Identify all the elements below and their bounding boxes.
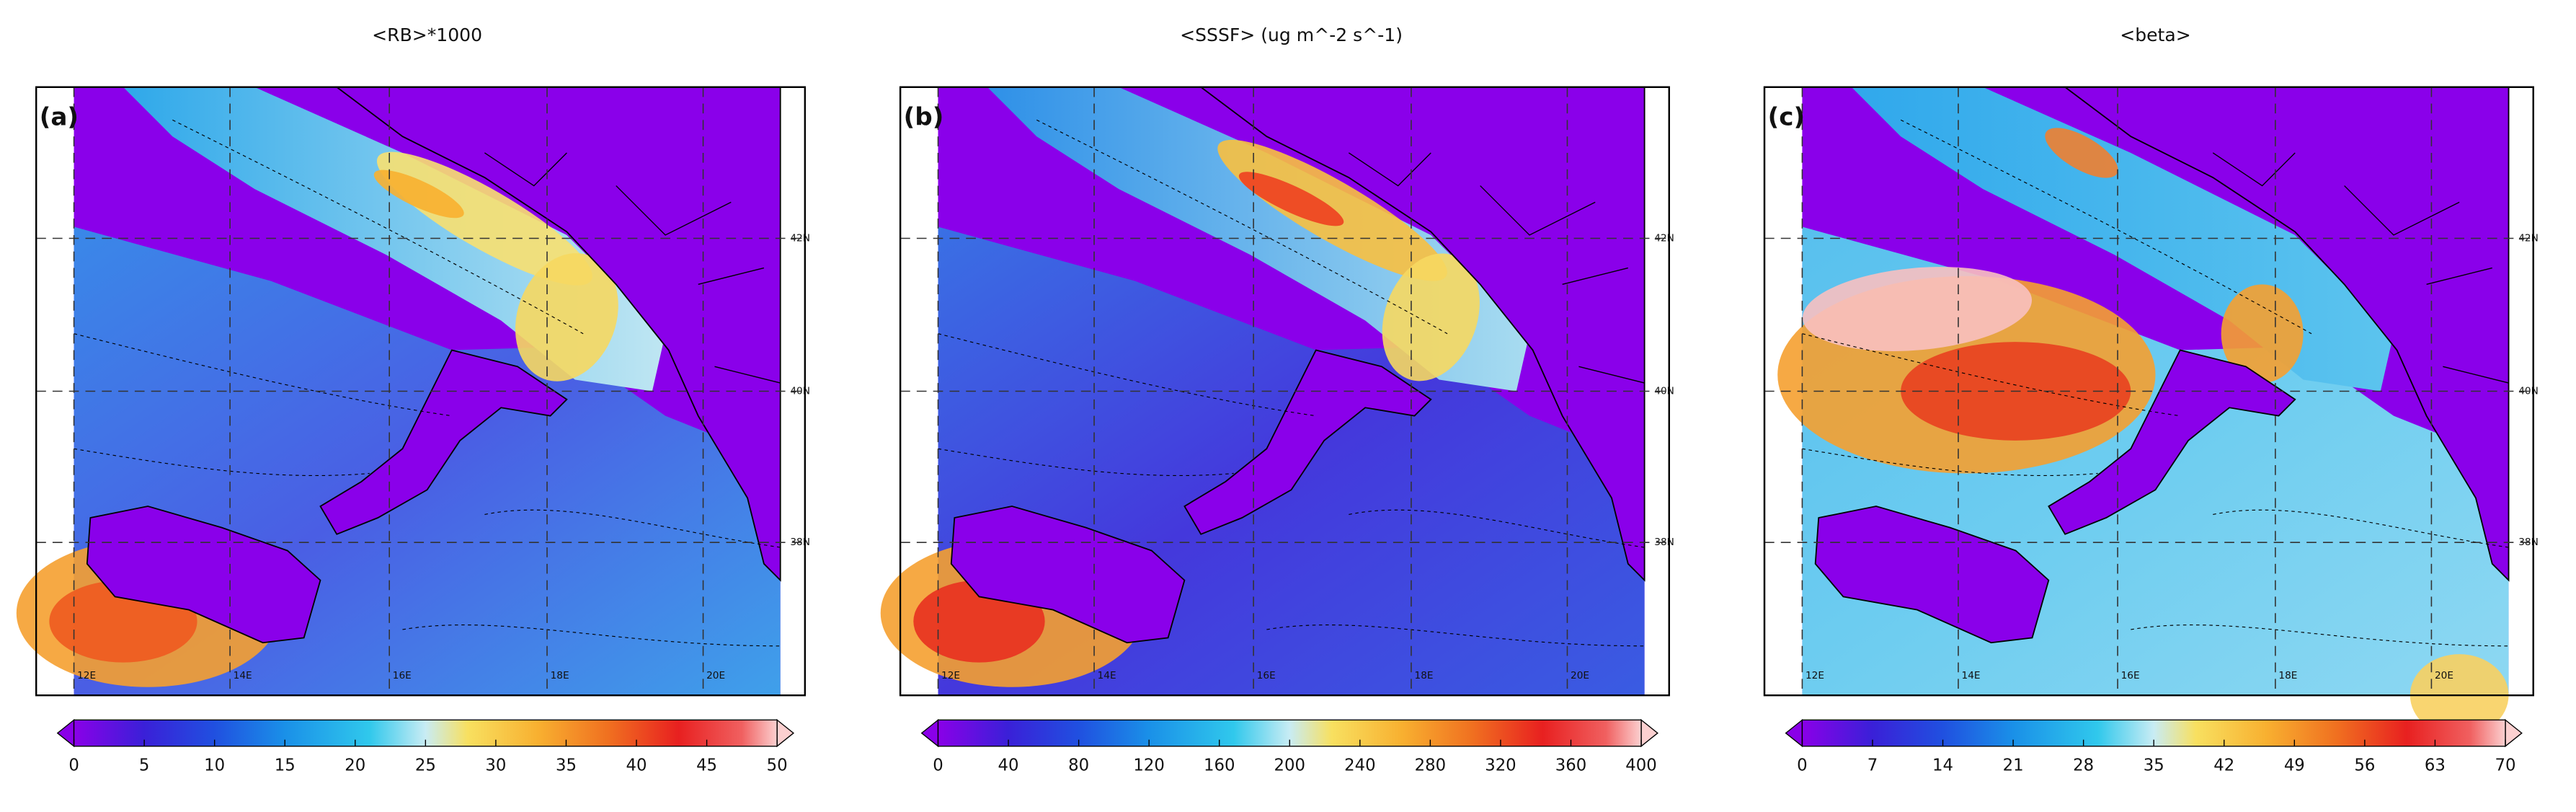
balkans bbox=[2063, 86, 2510, 582]
value-patch bbox=[1382, 253, 1480, 381]
colorbar-tick-label: 70 bbox=[2495, 756, 2515, 775]
colorbar-tick-label: 40 bbox=[998, 756, 1019, 775]
colorbar-max-arrow bbox=[2505, 718, 2523, 748]
italy-toe bbox=[2048, 349, 2296, 535]
colorbar-tick-label: 120 bbox=[1133, 756, 1164, 775]
colorbar-tick-label: 49 bbox=[2284, 756, 2305, 775]
colorbar-tick-label: 28 bbox=[2073, 756, 2094, 775]
colorbar-min-arrow bbox=[1785, 718, 1803, 748]
panel-title: <beta> bbox=[2120, 25, 2191, 45]
lon-label: 18E bbox=[1415, 670, 1434, 681]
colorbar-tick-label: 360 bbox=[1555, 756, 1586, 775]
value-patch bbox=[1238, 172, 1344, 226]
colorbar-max-arrow bbox=[776, 718, 795, 748]
lon-label: 14E bbox=[234, 670, 252, 681]
sicily bbox=[86, 506, 321, 644]
value-patch bbox=[1802, 267, 2033, 351]
colorbar-tick-label: 15 bbox=[275, 756, 296, 775]
country-borders bbox=[1348, 152, 1645, 384]
value-patch bbox=[2045, 128, 2118, 178]
colorbar-tick-label: 400 bbox=[1625, 756, 1656, 775]
colorbar-min-arrow bbox=[920, 718, 939, 748]
balkans bbox=[1199, 86, 1645, 582]
colorbar-tick-label: 35 bbox=[556, 756, 577, 775]
colorbar-tick-label: 160 bbox=[1204, 756, 1235, 775]
panel-label: (b) bbox=[904, 103, 944, 132]
colorbar-max-arrow bbox=[1640, 718, 1658, 748]
sicily bbox=[1814, 506, 2050, 644]
map-frame bbox=[35, 86, 807, 697]
italy-toe bbox=[319, 349, 568, 535]
panel-label: (c) bbox=[1768, 103, 1806, 132]
lon-label: 12E bbox=[1806, 670, 1824, 681]
value-patch bbox=[2221, 284, 2304, 384]
colorbar-tick-label: 280 bbox=[1415, 756, 1446, 775]
colorbar-tick-label: 25 bbox=[415, 756, 436, 775]
colorbar-tick-label: 20 bbox=[345, 756, 365, 775]
colorbar-tick-label: 200 bbox=[1274, 756, 1305, 775]
panel-label: (a) bbox=[40, 103, 79, 132]
colorbar-tick-label: 5 bbox=[139, 756, 150, 775]
map-frame bbox=[899, 86, 1670, 697]
lon-label: 12E bbox=[77, 670, 96, 681]
colorbar-tick-label: 7 bbox=[1867, 756, 1878, 775]
lon-label: 20E bbox=[1571, 670, 1589, 681]
colorbar-tick-label: 21 bbox=[2003, 756, 2024, 775]
colorbar-tick-label: 0 bbox=[1797, 756, 1808, 775]
colorbar-tick-label: 240 bbox=[1344, 756, 1375, 775]
lon-label: 18E bbox=[2278, 670, 2297, 681]
colorbar-tick-label: 0 bbox=[68, 756, 79, 775]
colorbar-tick-label: 0 bbox=[933, 756, 943, 775]
balkans bbox=[334, 86, 781, 582]
panel-title: <RB>*1000 bbox=[372, 25, 482, 45]
map-frame bbox=[1763, 86, 2534, 697]
lon-label: 20E bbox=[706, 670, 725, 681]
lon-label: 16E bbox=[2121, 670, 2140, 681]
colorbar-min-arrow bbox=[56, 718, 75, 748]
colorbar-tick-label: 45 bbox=[696, 756, 717, 775]
colorbar-tick-label: 50 bbox=[767, 756, 788, 775]
lon-label: 18E bbox=[551, 670, 569, 681]
colorbar-tick-label: 80 bbox=[1068, 756, 1089, 775]
lon-label: 14E bbox=[1098, 670, 1116, 681]
value-patch bbox=[373, 169, 464, 219]
colorbar-tick-label: 320 bbox=[1485, 756, 1516, 775]
country-borders bbox=[484, 152, 781, 384]
lon-label: 20E bbox=[2435, 670, 2453, 681]
value-patch bbox=[515, 253, 618, 381]
panel: <SSSF> (ug m^-2 s^-1)12E 14E 16E 18E 20E42N4… bbox=[880, 25, 1674, 775]
sicily bbox=[950, 506, 1186, 644]
lon-label: 12E bbox=[941, 670, 960, 681]
colorbar-tick-label: 14 bbox=[1932, 756, 1953, 775]
italy-toe bbox=[1183, 349, 1432, 535]
colorbar-tick-label: 63 bbox=[2425, 756, 2446, 775]
panel-title: <SSSF> (ug m^-2 s^-1) bbox=[1180, 25, 1403, 45]
country-borders bbox=[2212, 152, 2509, 384]
colorbar-tick-label: 42 bbox=[2213, 756, 2234, 775]
lon-label: 16E bbox=[393, 670, 412, 681]
colorbar-tick-label: 30 bbox=[485, 756, 506, 775]
colorbar-tick-label: 40 bbox=[626, 756, 647, 775]
colorbar-tick-label: 10 bbox=[204, 756, 225, 775]
colorbar-tick-label: 56 bbox=[2354, 756, 2375, 775]
colorbar-tick-label: 35 bbox=[2144, 756, 2164, 775]
lon-label: 14E bbox=[1962, 670, 1981, 681]
lon-label: 16E bbox=[1257, 670, 1276, 681]
